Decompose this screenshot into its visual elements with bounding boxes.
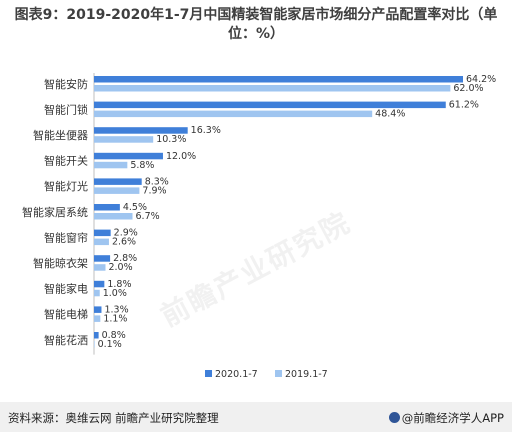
legend-label: 2020.1-7: [215, 369, 258, 380]
category-label: 智能窗帘: [44, 230, 88, 244]
category-label: 智能晾衣架: [33, 256, 88, 270]
bar-2019: [94, 110, 373, 118]
category-label: 智能坐便器: [33, 128, 88, 142]
legend-swatch-2020: [205, 370, 212, 377]
bar-2020: [94, 280, 105, 288]
bar-2020: [94, 306, 102, 313]
brand-label: @前瞻经济学人APP: [388, 410, 504, 426]
data-label: 0.1%: [98, 339, 122, 350]
source-note: 资料来源：奥维云网 前瞻产业研究院整理: [8, 411, 219, 425]
bar-2019: [94, 85, 451, 92]
data-label: 12.0%: [166, 151, 196, 162]
bar-2019: [94, 315, 101, 322]
data-label: 7.9%: [142, 185, 166, 196]
legend-label: 2019.1-7: [285, 369, 328, 380]
bar-2020: [94, 152, 163, 160]
data-label: 62.0%: [453, 83, 483, 94]
bar-2019: [94, 238, 109, 246]
category-label: 智能开关: [44, 154, 88, 168]
data-label: 1.3%: [104, 304, 128, 315]
chart-title: 图表9：2019-2020年1-7月中国精装智能家居市场细分产品配置率对比（单位…: [14, 7, 498, 42]
footer: 资料来源：奥维云网 前瞻产业研究院整理 @前瞻经济学人APP: [0, 402, 512, 432]
bar-2020: [94, 204, 120, 211]
data-label: 64.2%: [466, 74, 496, 85]
data-label: 10.3%: [156, 134, 186, 145]
bar-2019: [94, 136, 154, 143]
data-label: 2.0%: [108, 262, 132, 273]
category-label: 智能花洒: [44, 333, 88, 347]
data-label: 2.9%: [114, 228, 138, 239]
bar-2020: [94, 178, 142, 185]
category-label: 智能门锁: [44, 102, 88, 116]
bar-2019: [94, 264, 106, 271]
data-label: 61.2%: [449, 100, 479, 111]
category-label: 智能家居系统: [22, 205, 88, 219]
data-label: 4.5%: [123, 202, 147, 213]
bar-2019: [94, 213, 133, 220]
data-label: 5.8%: [130, 160, 154, 171]
bar-2019: [94, 289, 100, 297]
data-label: 2.8%: [113, 253, 137, 264]
data-label: 8.3%: [145, 176, 169, 187]
bar-2020: [94, 101, 446, 109]
bar-2020: [94, 76, 463, 83]
category-label: 智能灯光: [44, 179, 88, 193]
bar-2020: [94, 127, 188, 134]
category-label: 智能安防: [44, 77, 88, 91]
data-label: 16.3%: [191, 125, 221, 136]
bar-2020: [94, 229, 111, 237]
data-label: 2.6%: [112, 237, 136, 248]
brand-text: @前瞻经济学人APP: [401, 411, 504, 425]
bar-2019: [94, 187, 140, 194]
legend-swatch-2019: [275, 370, 282, 377]
data-label: 0.8%: [102, 330, 126, 341]
data-label: 6.7%: [136, 211, 160, 222]
data-label: 1.8%: [107, 279, 131, 290]
brand-logo-icon: [388, 412, 400, 423]
bar-2019: [94, 341, 95, 348]
bar-2019: [94, 161, 128, 169]
data-label: 48.4%: [375, 109, 405, 120]
bar-chart: 智能安防 64.2%62.0% 智能门锁 61.2% 48.4% 智能坐便器 16.3% 10…: [22, 73, 496, 380]
category-label: 智能电梯: [44, 307, 88, 321]
data-label: 1.0%: [103, 288, 127, 299]
bar-2020: [94, 255, 111, 262]
data-label: 1.1%: [103, 313, 127, 324]
bar-2020: [94, 332, 99, 339]
category-label: 智能家电: [44, 282, 88, 296]
